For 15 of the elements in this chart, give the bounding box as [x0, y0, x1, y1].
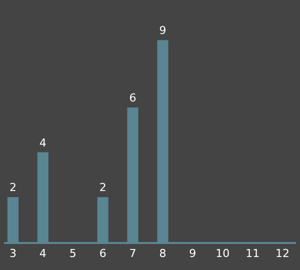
data-label: 9 [159, 24, 166, 38]
x-tick-label: 8 [159, 247, 166, 260]
x-tick-label: 12 [276, 247, 290, 260]
x-tick-label: 4 [39, 247, 46, 260]
data-label: 4 [39, 136, 46, 150]
data-label: 2 [99, 181, 106, 194]
x-tick-label: 11 [246, 247, 260, 260]
data-label: 2 [9, 181, 16, 194]
x-tick-label: 3 [9, 247, 16, 260]
data-label: 6 [129, 91, 136, 104]
x-tick-label: 6 [99, 247, 106, 260]
x-tick-label: 9 [189, 247, 196, 260]
x-tick-label: 10 [216, 247, 230, 260]
x-tick-label: 5 [69, 247, 76, 260]
x-tick-label: 7 [129, 247, 136, 260]
